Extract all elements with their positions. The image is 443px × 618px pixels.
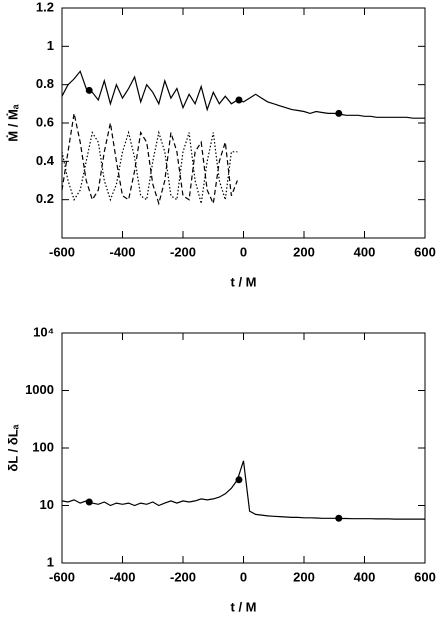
series-line xyxy=(61,130,238,204)
x-tick-label: 200 xyxy=(293,569,315,584)
marker-point xyxy=(235,96,243,104)
marker-point xyxy=(85,86,93,94)
x-axis-label: t / M xyxy=(231,599,257,614)
series-line xyxy=(61,113,238,206)
y-tick-label: 0.8 xyxy=(36,76,54,91)
x-axis-label: t / M xyxy=(231,274,257,289)
x-tick-label: 0 xyxy=(240,244,247,259)
marker-point xyxy=(235,476,243,484)
x-tick-label: -400 xyxy=(109,244,135,259)
y-tick-label: 1 xyxy=(47,38,54,53)
y-tick-label: 1 xyxy=(47,554,54,569)
marker-point xyxy=(335,514,343,522)
y-tick-label: 100 xyxy=(32,439,54,454)
marker-point xyxy=(335,109,343,117)
series-line xyxy=(61,460,425,520)
y-tick-label: 0.2 xyxy=(36,191,54,206)
x-tick-label: -600 xyxy=(49,244,75,259)
marker-point xyxy=(85,498,93,506)
x-tick-label: 600 xyxy=(414,244,436,259)
x-tick-label: 200 xyxy=(293,244,315,259)
x-tick-label: 600 xyxy=(414,569,436,584)
y-tick-label: 1.2 xyxy=(36,0,54,14)
plot-frame xyxy=(61,7,426,239)
series-line xyxy=(61,70,425,119)
x-tick-label: 0 xyxy=(240,569,247,584)
y-tick-label: 1000 xyxy=(25,382,54,397)
y-tick-label: 10 xyxy=(40,497,54,512)
plot-frame xyxy=(61,332,426,564)
x-tick-label: 400 xyxy=(354,569,376,584)
y-tick-label: 10⁴ xyxy=(33,324,54,339)
y-axis-label: δL / δLₐ xyxy=(5,424,20,471)
y-axis-label: Ṁ / Ṁₐ xyxy=(5,104,20,141)
x-tick-label: -600 xyxy=(49,569,75,584)
y-tick-label: 0.4 xyxy=(36,153,55,168)
x-tick-label: -200 xyxy=(170,244,196,259)
y-tick-label: 0.6 xyxy=(36,114,54,129)
x-tick-label: -200 xyxy=(170,569,196,584)
x-tick-label: 400 xyxy=(354,244,376,259)
x-tick-label: -400 xyxy=(109,569,135,584)
